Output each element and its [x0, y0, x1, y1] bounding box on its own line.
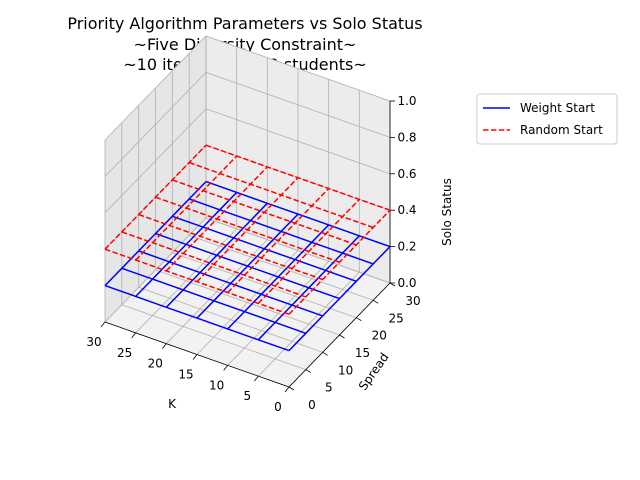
z-tick-label: 0.6: [397, 167, 416, 181]
legend-label-random-start: Random Start: [520, 123, 603, 137]
x-tick-label: 5: [243, 389, 251, 403]
z-tick-label: 0.2: [397, 240, 416, 254]
y-tick-label: 20: [372, 329, 387, 343]
z-gridline: [104, 217, 391, 323]
y-tick-mark: [288, 386, 295, 391]
wire-line-const-spread: [205, 180, 391, 248]
x-tick-label: 0: [274, 400, 282, 414]
z-gridline: [104, 35, 391, 141]
wireframe-weight-start: [104, 180, 391, 352]
wireframe-random-start: [104, 144, 391, 315]
x-tick-mark: [192, 354, 198, 360]
y-tick-mark: [322, 351, 328, 356]
wire-line-const-spread: [121, 231, 307, 298]
y-tick-label: 15: [355, 346, 370, 360]
legend-box: [476, 93, 618, 145]
x-tick-label: 30: [86, 335, 101, 349]
z-gridline: [104, 108, 391, 214]
x-tick-mark: [223, 365, 228, 371]
wire-line-const-spread: [104, 284, 290, 352]
wireframe-surfaces: [104, 144, 391, 352]
x-tick-mark: [100, 321, 106, 328]
y-tick-label: 10: [338, 363, 353, 377]
legend: Weight Start Random Start: [476, 93, 618, 145]
wire-line-const-spread: [104, 248, 290, 315]
z-tick-label: 0.4: [397, 203, 416, 217]
x-tick-mark: [254, 375, 259, 382]
x-tick-mark: [284, 386, 290, 393]
x-tick-label: 10: [209, 378, 224, 392]
axis-ticks: 0510152025300510152025300.00.20.40.60.81…: [86, 94, 420, 414]
wire-line-const-spread: [138, 250, 323, 317]
x-tick-label: 20: [148, 357, 163, 371]
legend-label-weight-start: Weight Start: [520, 101, 595, 115]
y-tick-label: 0: [308, 398, 316, 412]
x-tick-mark: [131, 332, 136, 339]
y-tick-mark: [305, 369, 312, 374]
y-tick-label: 5: [325, 381, 333, 395]
z-tick-label: 1.0: [397, 94, 416, 108]
x-axis-label: K: [168, 397, 177, 411]
y-tick-label: 30: [405, 294, 420, 308]
y-tick-label: 25: [389, 311, 404, 325]
z-axis-label: Solo Status: [440, 178, 454, 246]
chart-title-line-2: ~Five Diversity Constraint~: [134, 35, 357, 54]
y-tick-mark: [339, 334, 345, 339]
wire-line-const-spread: [205, 144, 391, 211]
wire-line-const-spread: [188, 161, 374, 229]
x-tick-mark: [162, 343, 167, 349]
z-tick-label: 0.0: [397, 276, 416, 290]
chart-title-line-1: Priority Algorithm Parameters vs Solo St…: [67, 14, 422, 33]
z-gridline: [104, 71, 391, 177]
y-tick-mark: [372, 299, 379, 304]
y-tick-mark: [389, 282, 396, 287]
wire-line-const-spread: [155, 196, 340, 263]
wire-line-const-spread: [172, 215, 357, 283]
wire-line-const-spread: [138, 213, 323, 281]
wire-line-const-spread: [155, 232, 340, 300]
x-tick-label: 25: [117, 346, 132, 360]
wire-line-const-spread: [121, 267, 307, 335]
y-tick-mark: [356, 317, 362, 322]
wire-line-const-spread: [172, 179, 357, 246]
wire-line-const-spread: [188, 198, 374, 265]
z-tick-label: 0.8: [397, 130, 416, 144]
x-tick-label: 15: [178, 368, 193, 382]
wire-line-const-k: [104, 144, 207, 250]
